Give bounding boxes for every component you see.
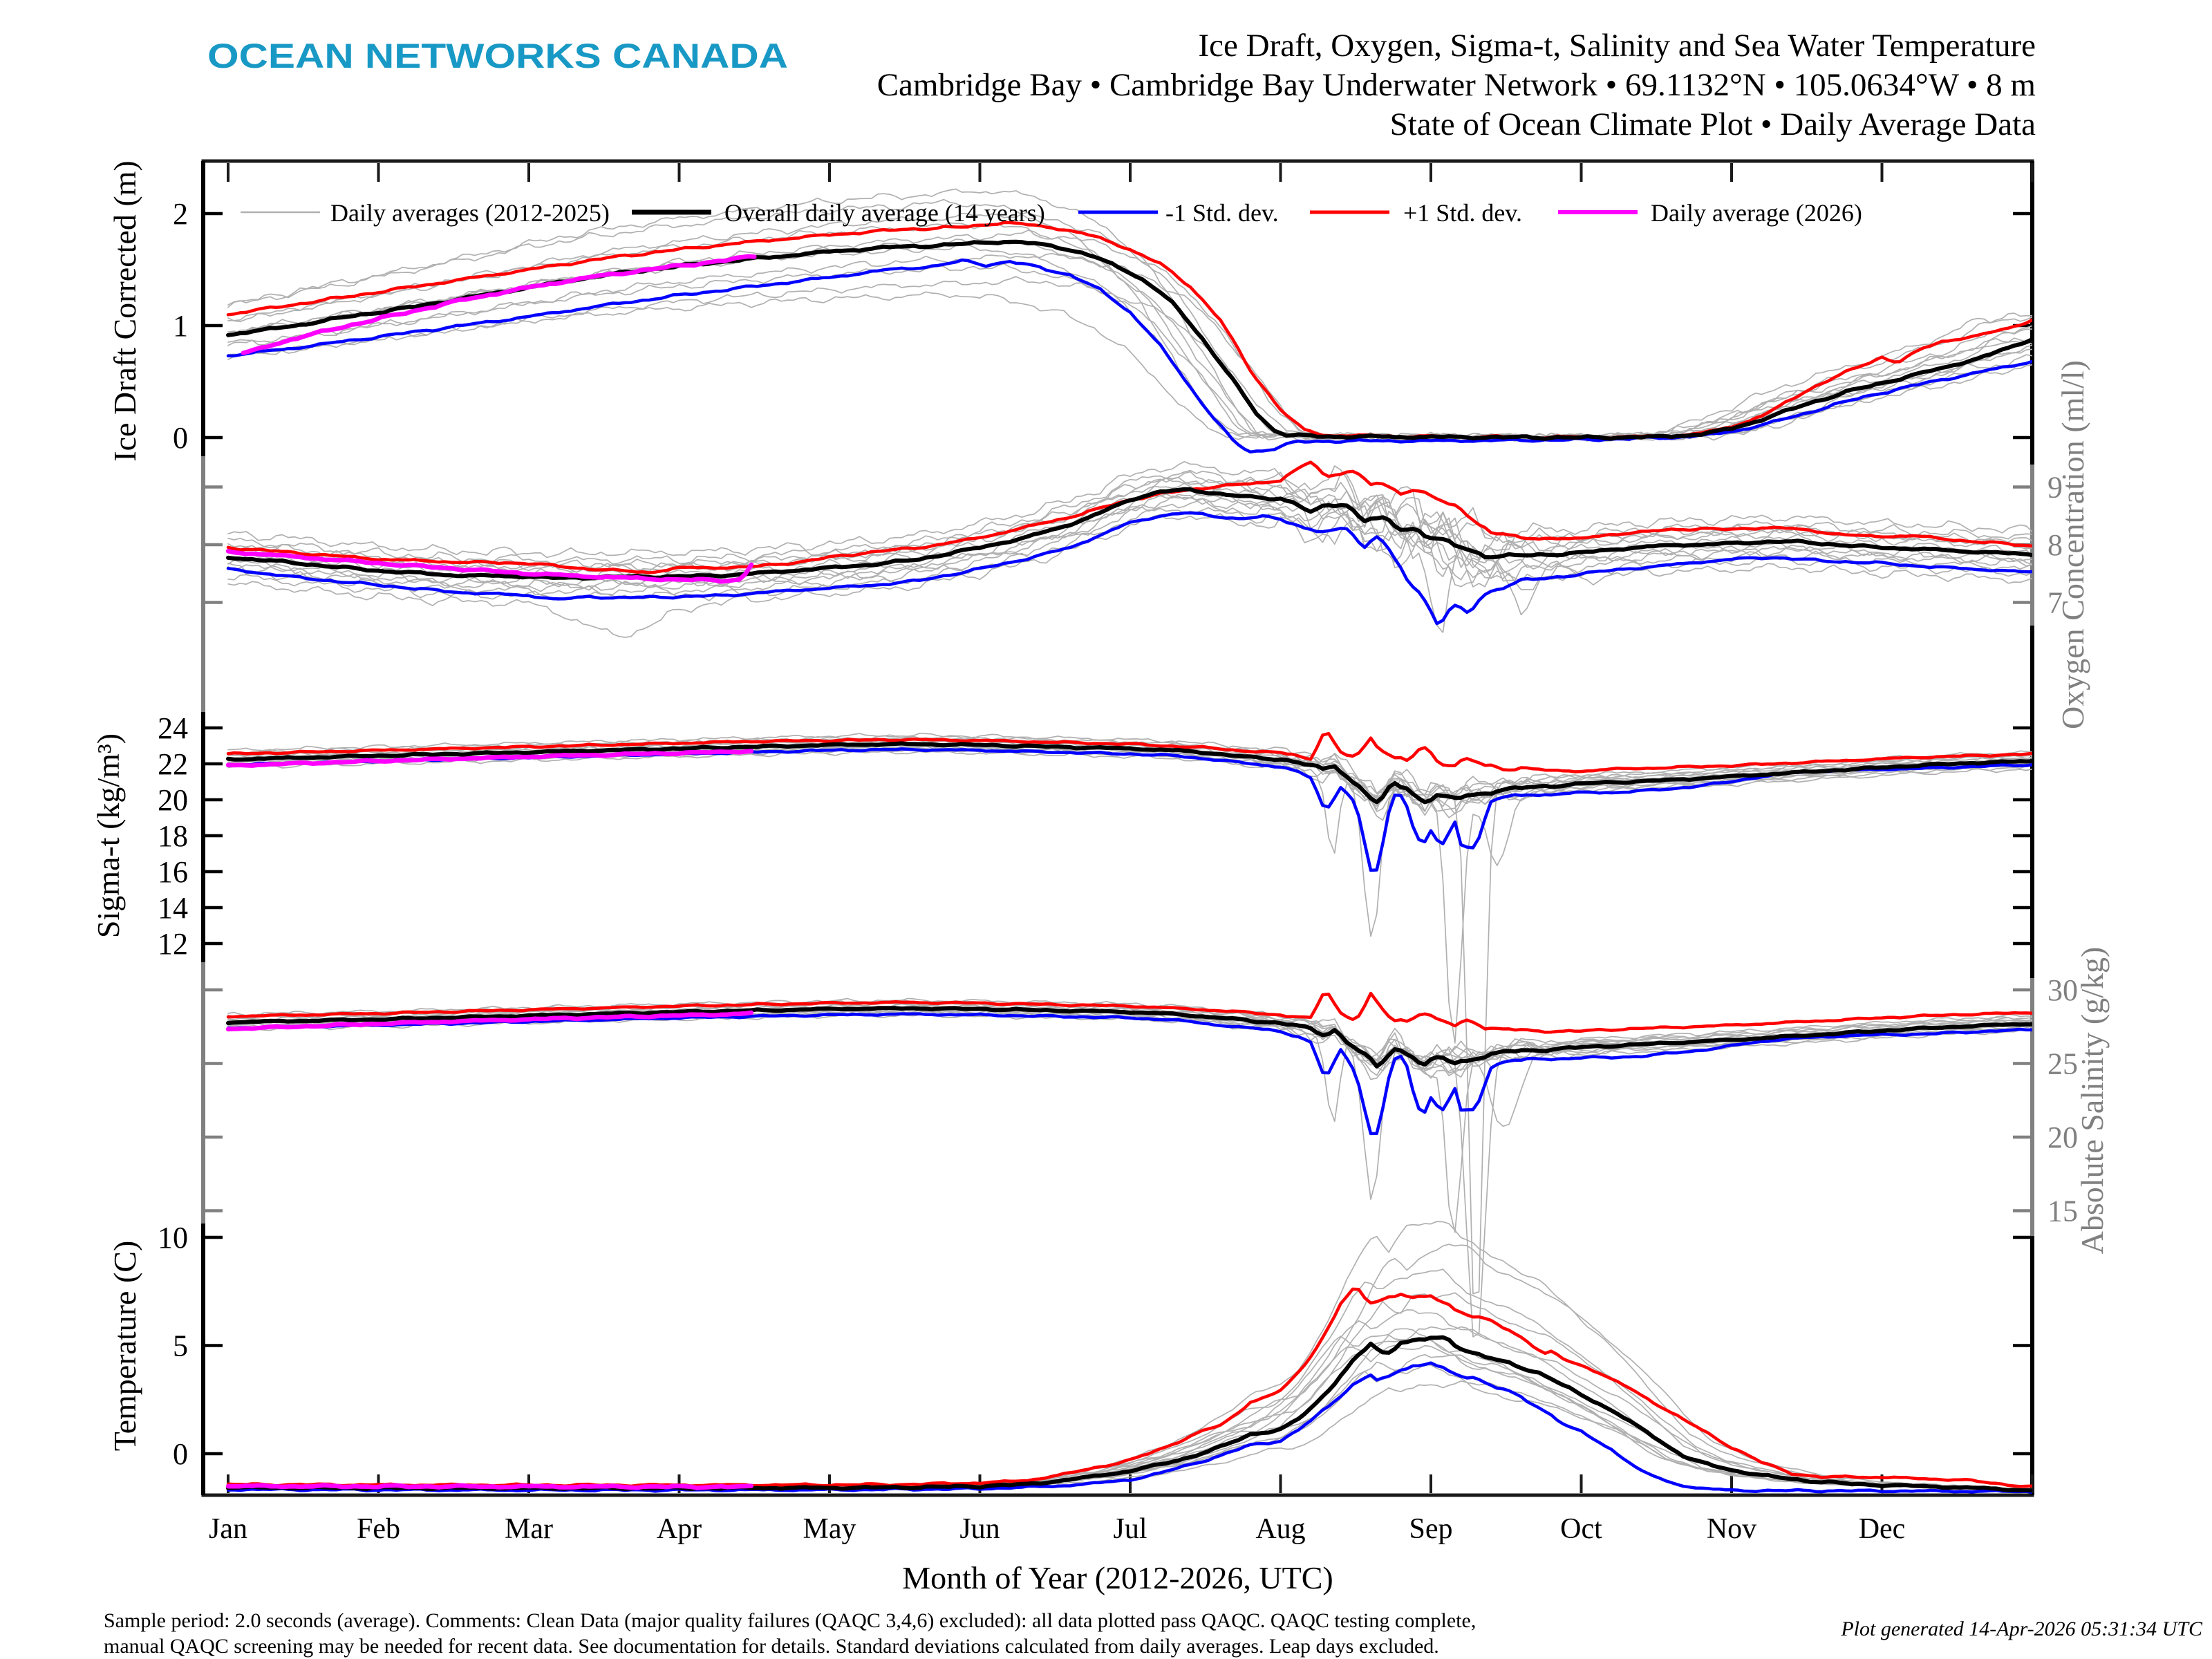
legend-label-0: Daily averages (2012-2025) xyxy=(330,199,610,227)
sigma-tick-12: 12 xyxy=(158,927,188,961)
footer-line-2: manual QAQC screening may be needed for … xyxy=(104,1635,1439,1658)
legend-label-1: Overall daily average (14 years) xyxy=(724,199,1045,227)
series-ice-daily-averages xyxy=(227,188,2032,442)
sal-tick-15: 15 xyxy=(2047,1194,2078,1228)
oxy-tick-8: 8 xyxy=(2047,528,2063,562)
series-sal-daily-averages xyxy=(227,997,2032,1338)
sigma-tick-24: 24 xyxy=(158,711,188,745)
month-label-dec: Dec xyxy=(1859,1513,1906,1545)
series-oxy-plus-1-std xyxy=(226,460,2032,574)
series-ice-minus-1-std xyxy=(226,258,2032,454)
panel-temp-series xyxy=(225,1221,2032,1494)
month-label-apr: Apr xyxy=(657,1513,702,1545)
ice-axis-label: Ice Draft Corrected (m) xyxy=(107,160,142,461)
temp-tick-0: 0 xyxy=(173,1437,188,1471)
sal-tick-30: 30 xyxy=(2047,973,2078,1007)
x-axis: Jan Feb Mar Apr May Jun Jul Aug Sep Oct Nov Dec Mont… xyxy=(209,163,2034,1595)
sigma-tick-16: 16 xyxy=(158,855,188,889)
month-label-feb: Feb xyxy=(357,1513,400,1545)
title-line-1: Ice Draft, Oxygen, Sigma-t, Salinity and… xyxy=(1198,28,2036,64)
sal-axis-label: Absolute Salinity (g/kg) xyxy=(2074,947,2110,1255)
oxy-tick-7: 7 xyxy=(2047,586,2063,620)
sigma-tick-20: 20 xyxy=(158,783,188,817)
title-block: Ice Draft, Oxygen, Sigma-t, Salinity and… xyxy=(877,26,2036,144)
axis-temp: 0 5 10 Temperature (C) xyxy=(107,1221,2031,1471)
plot-generated-note: Plot generated 14-Apr-2026 05:31:34 UTC xyxy=(1841,1618,2202,1640)
ice-tick-0: 0 xyxy=(173,421,188,455)
series-temp-daily-averages xyxy=(227,1221,2032,1493)
series-sal-minus-1-std xyxy=(226,1012,2032,1136)
month-label-jun: Jun xyxy=(959,1513,1000,1545)
sigma-axis-label: Sigma-t (kg/m³) xyxy=(91,733,126,938)
ice-tick-2: 2 xyxy=(173,197,188,231)
oxy-tick-9: 9 xyxy=(2047,471,2063,505)
legend-label-4: Daily average (2026) xyxy=(1651,199,1862,227)
series-oxy-daily-averages xyxy=(227,460,2032,638)
series-ice-daily-2026 xyxy=(241,254,757,355)
temp-tick-5: 5 xyxy=(173,1329,188,1363)
panel-ice-series xyxy=(226,188,2032,454)
footer-line-1: Sample period: 2.0 seconds (average). Co… xyxy=(104,1609,1477,1632)
series-oxy-minus-1-std xyxy=(226,511,2032,626)
series-sigma-plus-1-std xyxy=(226,731,2032,774)
plot-frame xyxy=(201,159,2034,1497)
sigma-tick-14: 14 xyxy=(158,891,188,925)
month-label-aug: Aug xyxy=(1255,1513,1305,1545)
month-label-sep: Sep xyxy=(1409,1513,1453,1545)
month-label-jan: Jan xyxy=(209,1513,247,1545)
series-sal-overall-mean xyxy=(226,1006,2032,1069)
footer-comments: Sample period: 2.0 seconds (average). Co… xyxy=(104,1608,1694,1659)
series-sal-daily-2026 xyxy=(225,1010,754,1032)
month-label-oct: Oct xyxy=(1560,1513,1602,1545)
sal-tick-20: 20 xyxy=(2047,1121,2078,1154)
sal-tick-25: 25 xyxy=(2047,1047,2078,1081)
legend-label-3: +1 Std. dev. xyxy=(1403,199,1522,227)
month-label-mar: Mar xyxy=(505,1513,553,1545)
sigma-tick-22: 22 xyxy=(158,747,188,781)
temp-axis-label: Temperature (C) xyxy=(107,1241,142,1452)
sigma-tick-18: 18 xyxy=(158,819,188,853)
title-line-3: State of Ocean Climate Plot • Daily Aver… xyxy=(1389,106,2036,142)
temp-tick-10: 10 xyxy=(158,1221,188,1255)
series-sigma-minus-1-std xyxy=(226,747,2032,872)
panel-sigma-series xyxy=(225,731,2032,1295)
month-label-nov: Nov xyxy=(1707,1513,1756,1545)
legend: Daily averages (2012-2025) Overall daily … xyxy=(241,199,1862,227)
series-temp-daily-2026 xyxy=(225,1483,754,1490)
series-oxy-daily-2026 xyxy=(225,549,754,584)
x-axis-label: Month of Year (2012-2026, UTC) xyxy=(902,1560,1333,1595)
series-oxy-overall-mean xyxy=(226,487,2032,581)
series-temp-plus-1-std xyxy=(226,1287,2032,1488)
onc-logo: OCEAN NETWORKS CANADA xyxy=(207,37,788,75)
series-temp-minus-1-std xyxy=(226,1361,2032,1494)
title-line-2: Cambridge Bay • Cambridge Bay Underwater… xyxy=(877,67,2036,103)
legend-label-2: -1 Std. dev. xyxy=(1165,199,1279,227)
series-sigma-daily-2026 xyxy=(225,749,754,768)
oxy-axis-label: Oxygen Concentration (ml/l) xyxy=(2055,360,2090,729)
month-label-may: May xyxy=(803,1513,856,1545)
month-label-jul: Jul xyxy=(1113,1513,1147,1545)
panel-oxy-series xyxy=(225,460,2032,638)
ice-tick-1: 1 xyxy=(173,309,188,343)
series-sigma-overall-mean xyxy=(226,741,2032,805)
axis-ice: 0 1 2 Ice Draft Corrected (m) xyxy=(107,160,2031,462)
series-sal-plus-1-std xyxy=(226,991,2032,1034)
panel-sal-series xyxy=(225,991,2032,1338)
